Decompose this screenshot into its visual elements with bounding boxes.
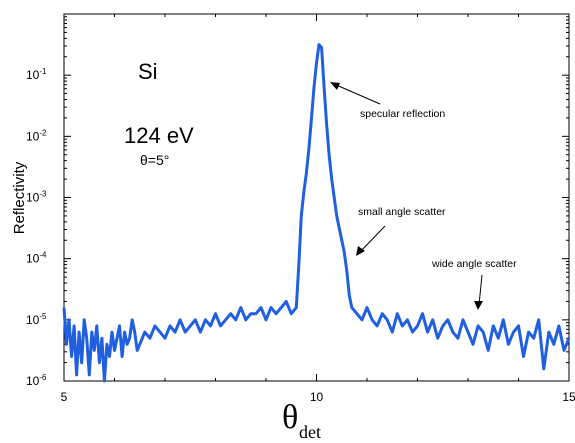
arrow-small-angle <box>358 225 386 254</box>
annotation-specular: specular reflection <box>360 108 445 120</box>
y-tick-label: 10-3 <box>26 190 47 205</box>
x-tick-label: 10 <box>310 390 324 404</box>
y-tick-label: 10-6 <box>26 373 47 388</box>
arrowhead-wide-angle <box>474 301 483 310</box>
annotation-small-angle: small angle scatter <box>358 206 446 218</box>
angle-label: θ=5° <box>140 152 169 168</box>
x-tick-label: 15 <box>562 390 575 404</box>
x-axis-label-subscript: det <box>299 422 321 442</box>
reflectivity-curve <box>62 43 571 383</box>
x-tick-labels: 5 10 15 <box>61 390 575 404</box>
y-tick-label: 10-1 <box>26 67 47 82</box>
y-tick-label: 10-2 <box>26 128 47 143</box>
arrowhead-small-angle <box>356 246 365 256</box>
y-tick-label: 10-4 <box>26 251 47 266</box>
y-tick-label: 10-5 <box>26 312 47 327</box>
annotation-wide-angle: wide angle scatter <box>431 258 517 270</box>
arrowhead-specular <box>330 82 340 90</box>
arrow-wide-angle <box>478 274 483 306</box>
material-label: Si <box>138 59 158 84</box>
axis-ticks <box>63 14 570 382</box>
arrow-specular <box>333 83 381 105</box>
y-tick-labels: 10-6 10-5 10-4 10-3 10-2 10-1 <box>26 67 47 388</box>
y-axis-label: Reflectivity <box>11 161 28 234</box>
energy-label: 124 eV <box>124 123 194 148</box>
x-axis-label: θ <box>282 399 298 436</box>
x-tick-label: 5 <box>61 390 68 404</box>
